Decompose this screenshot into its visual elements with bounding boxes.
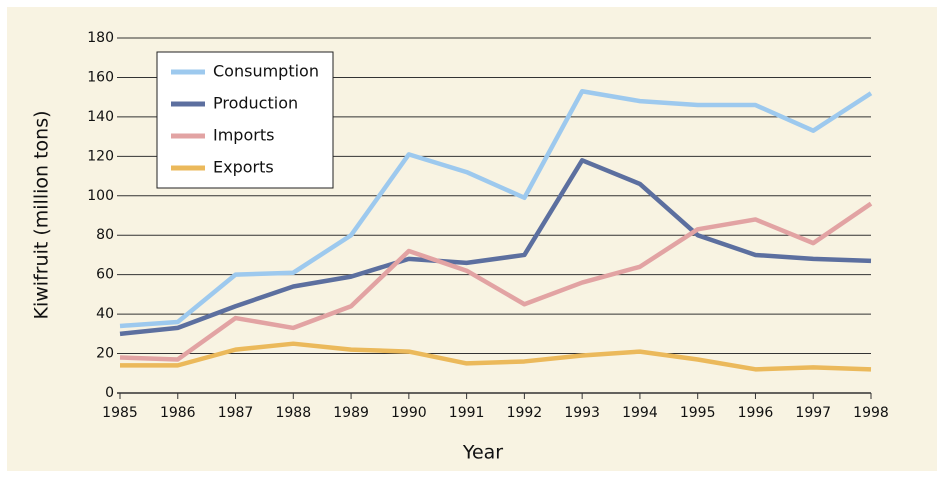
x-tick-label: 1993: [564, 405, 600, 421]
legend-box: [156, 51, 334, 189]
legend-label: Exports: [213, 158, 274, 177]
y-tick-label: 80: [96, 227, 114, 243]
x-tick-label: 1985: [102, 405, 138, 421]
y-tick-label: 140: [87, 109, 114, 125]
x-tick-label: 1987: [218, 405, 254, 421]
x-tick-label: 1992: [507, 405, 543, 421]
y-tick-label: 180: [87, 30, 114, 46]
y-tick-label: 60: [96, 267, 114, 283]
x-tick-label: 1990: [391, 405, 427, 421]
series-line: [119, 201, 873, 362]
y-tick-label: 40: [96, 306, 114, 322]
x-tick-label: 1995: [680, 405, 716, 421]
x-tick-label: 1998: [853, 405, 889, 421]
x-tick-label: 1997: [795, 405, 831, 421]
x-tick-label: 1989: [333, 405, 369, 421]
y-tick-label: 160: [87, 69, 114, 85]
y-tick-label: 20: [96, 346, 114, 362]
x-tick-label: 1994: [622, 405, 658, 421]
series-line: [119, 89, 873, 329]
x-tick-label: 1991: [449, 405, 485, 421]
y-tick-label: 100: [87, 188, 114, 204]
series-line: [120, 341, 872, 372]
x-tick-label: 1986: [160, 405, 196, 421]
y-axis-title: Kiwifruit (million tons): [31, 110, 53, 319]
x-tick-label: 1988: [275, 405, 311, 421]
x-axis-title: Year: [462, 442, 503, 464]
x-tick-label: 1996: [738, 405, 774, 421]
legend-label: Imports: [213, 126, 274, 145]
legend-label: Production: [213, 94, 298, 113]
y-tick-label: 120: [87, 148, 114, 164]
series-line: [119, 158, 872, 337]
legend-label: Consumption: [213, 62, 319, 81]
y-tick-label: 0: [105, 385, 114, 401]
